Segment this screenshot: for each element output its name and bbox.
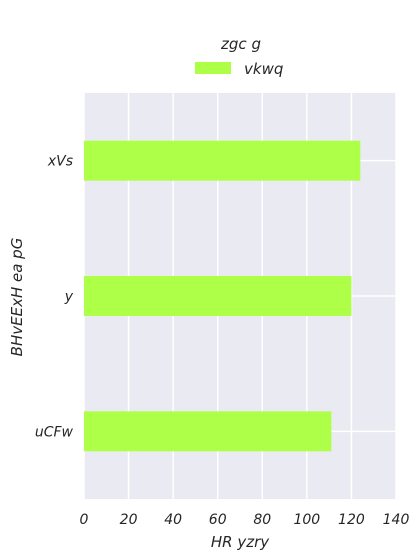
x-tick-labels: 0 20 40 60 80 100 120 140 (80, 512, 410, 528)
legend-swatch (195, 62, 231, 74)
y-tick-labels: xVs y uCFw (35, 154, 74, 441)
x-tick-label: 120 (338, 512, 365, 528)
x-tick-label: 40 (164, 512, 182, 528)
y-tick-label: xVs (47, 154, 73, 170)
x-tick-label: 0 (80, 512, 89, 528)
legend: zgc g vkwq (195, 35, 283, 78)
y-axis-label: BHvEExH ea pG (8, 238, 26, 357)
bars (84, 140, 361, 452)
legend-title: zgc g (220, 35, 261, 53)
x-axis-label: HR yzry (211, 533, 270, 551)
x-tick-label: 80 (253, 512, 271, 528)
x-tick-label: 20 (120, 512, 138, 528)
x-tick-label: 140 (383, 512, 410, 528)
bar (84, 140, 361, 181)
y-tick-label: y (64, 289, 74, 305)
x-tick-label: 100 (293, 512, 320, 528)
bar (84, 411, 332, 452)
x-tick-label: 60 (209, 512, 227, 528)
bar (84, 276, 352, 316)
legend-entry-label: vkwq (244, 60, 283, 78)
y-tick-label: uCFw (35, 424, 74, 440)
